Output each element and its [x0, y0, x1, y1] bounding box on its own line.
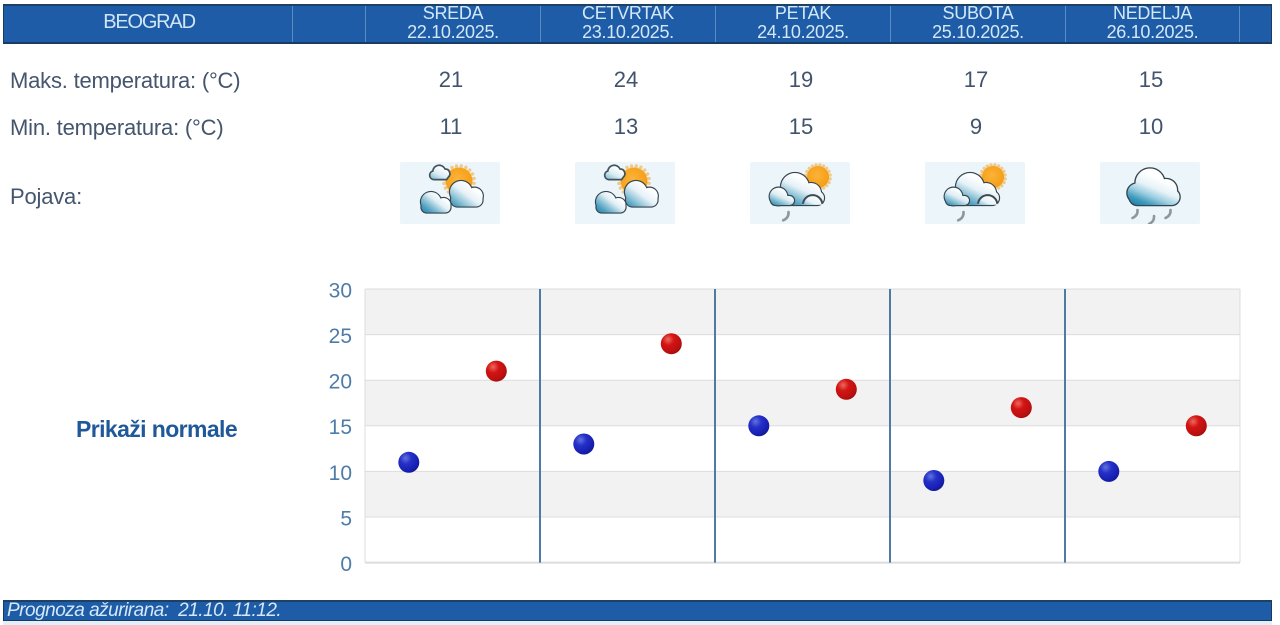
- svg-text:25: 25: [329, 325, 352, 348]
- svg-text:10: 10: [329, 462, 352, 485]
- svg-text:0: 0: [340, 553, 352, 576]
- svg-text:15: 15: [329, 416, 352, 439]
- svg-text:20: 20: [329, 371, 352, 394]
- svg-text:5: 5: [340, 507, 352, 530]
- svg-text:30: 30: [329, 280, 352, 303]
